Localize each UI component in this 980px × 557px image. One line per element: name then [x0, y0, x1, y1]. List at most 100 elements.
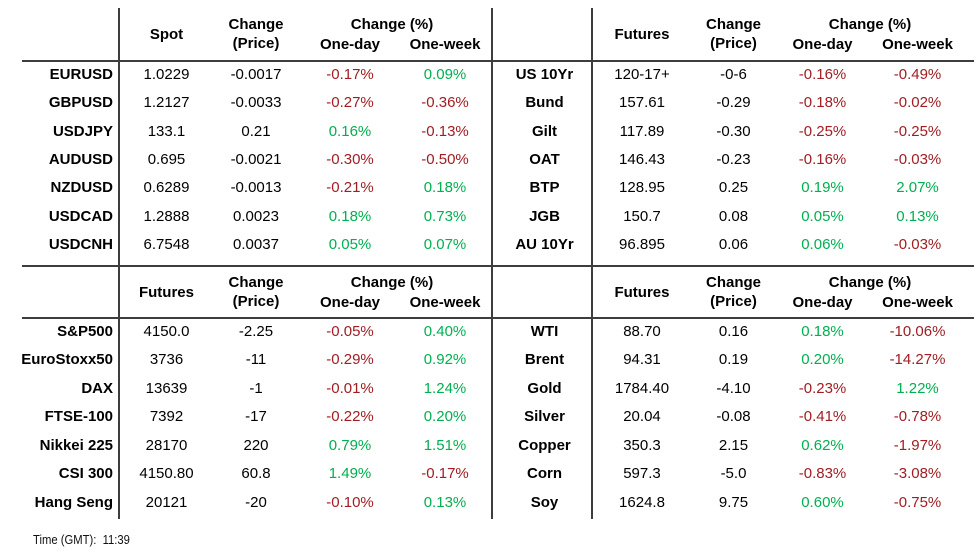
instrument-label: BTP	[529, 179, 560, 197]
instrument-label: DAX	[81, 379, 113, 397]
price-cell: 1.2127	[143, 94, 190, 112]
corner-spacer	[497, 8, 592, 60]
change-price-cell: -0.29	[716, 94, 751, 112]
instrument-label: S&P500	[57, 322, 113, 340]
one-day-pct-cell: 0.18%	[328, 207, 372, 225]
one-day-pct-cell: -0.05%	[326, 322, 374, 340]
one-week-pct-cell: -0.03%	[893, 236, 942, 254]
timestamp-value: 11:39	[102, 533, 130, 547]
one-week-pct-cell: 0.92%	[423, 351, 467, 369]
price-cell: 20121	[145, 493, 188, 511]
one-week-pct-cell: 2.07%	[896, 179, 939, 197]
instrument-label: Brent	[524, 351, 565, 369]
instrument-label: AUDUSD	[48, 151, 113, 169]
one-week-pct-cell: 0.73%	[423, 207, 467, 225]
one-week-pct-cell: 1.24%	[423, 379, 467, 397]
price-cell: 120-17+	[614, 65, 670, 83]
instrument-label: Gilt	[532, 122, 557, 140]
one-day-pct-cell: -0.17%	[326, 65, 374, 83]
price-cell: 13639	[145, 379, 188, 397]
one-week-pct-cell: -0.17%	[421, 465, 469, 483]
price-cell: 0.6289	[143, 179, 190, 197]
one-week-pct-cell: -1.97%	[893, 436, 942, 454]
change-price-header-line1: Change	[705, 16, 761, 33]
instrument-label: Nikkei 225	[39, 436, 113, 454]
one-week-pct-cell: 1.22%	[896, 379, 939, 397]
one-day-pct-cell: 0.79%	[328, 436, 372, 454]
one-week-pct-cell: 0.09%	[423, 65, 467, 83]
instrument-label: Bund	[525, 94, 564, 112]
change-price-cell: 60.8	[241, 465, 271, 483]
one-day-pct-cell: -0.10%	[326, 493, 374, 511]
equity-index-futures-table: Futures Change (Price) Change (%) One-da…	[0, 267, 487, 517]
one-week-pct-cell: -14.27%	[889, 351, 946, 369]
one-week-pct-cell: 0.18%	[423, 179, 467, 197]
instrument-label: EURUSD	[49, 65, 113, 83]
price-cell: 128.95	[619, 179, 665, 197]
change-price-cell: -0.08	[716, 408, 751, 426]
one-day-pct-cell: -0.18%	[798, 94, 847, 112]
instrument-label: FTSE-100	[44, 408, 113, 426]
one-day-pct-cell: 0.60%	[801, 493, 844, 511]
one-day-pct-cell: -0.25%	[798, 122, 847, 140]
change-price-cell: 0.08	[718, 207, 749, 225]
one-day-column-header: One-day	[319, 294, 380, 311]
price-cell: 20.04	[623, 408, 661, 426]
one-day-pct-cell: -0.41%	[798, 408, 847, 426]
price-cell: 1784.40	[614, 379, 670, 397]
instrument-label: USDCAD	[48, 207, 113, 225]
one-day-pct-cell: 0.62%	[801, 436, 844, 454]
one-day-column-header: One-day	[319, 36, 380, 53]
change-price-header-line2: (Price)	[232, 293, 280, 310]
one-week-pct-cell: -0.13%	[421, 122, 469, 140]
price-cell: 4150.0	[143, 322, 190, 340]
one-week-column-header: One-week	[409, 294, 481, 311]
one-week-pct-cell: 1.51%	[423, 436, 467, 454]
change-price-header-line1: Change	[228, 16, 284, 33]
price-cell: 146.43	[619, 151, 665, 169]
one-day-column-header: One-day	[792, 36, 853, 53]
change-price-cell: -0.0017	[230, 65, 282, 83]
one-day-pct-cell: -0.01%	[326, 379, 374, 397]
change-price-cell: -11	[245, 351, 267, 369]
price-cell: 1624.8	[619, 493, 665, 511]
instrument-label: AU 10Yr	[515, 236, 574, 254]
corner-spacer	[0, 8, 118, 60]
timestamp-label: Time (GMT):	[33, 533, 97, 547]
price-cell: 0.695	[147, 151, 186, 169]
instrument-label: Corn	[527, 465, 562, 483]
change-price-cell: -17	[245, 408, 267, 426]
change-price-cell: -2.25	[238, 322, 274, 340]
price-cell: 597.3	[623, 465, 661, 483]
price-cell: 117.89	[619, 122, 665, 140]
price-cell: 4150.80	[139, 465, 194, 483]
change-price-header-line2: (Price)	[232, 35, 280, 52]
one-day-column-header: One-day	[792, 294, 853, 311]
price-cell: 1.0229	[143, 65, 190, 83]
one-week-pct-cell: 0.13%	[896, 207, 939, 225]
change-price-cell: -0.0021	[230, 151, 282, 169]
price-cell: 28170	[145, 436, 188, 454]
bottom-header-rule	[22, 317, 974, 319]
change-price-cell: -5.0	[720, 465, 747, 483]
one-day-pct-cell: -0.16%	[798, 65, 847, 83]
change-price-cell: 0.25	[718, 179, 749, 197]
instrument-label: EuroStoxx50	[21, 351, 113, 369]
commodity-futures-table: Futures Change (Price) Change (%) One-da…	[497, 267, 965, 517]
change-price-header-line1: Change	[705, 274, 761, 291]
change-price-cell: 0.06	[718, 236, 749, 254]
price-cell: 88.70	[623, 322, 661, 340]
change-price-cell: 2.15	[718, 436, 749, 454]
futures-column-header: Futures	[614, 25, 670, 43]
instrument-label: JGB	[529, 207, 560, 225]
price-cell: 3736	[149, 351, 184, 369]
price-cell: 7392	[149, 408, 184, 426]
change-price-header-line2: (Price)	[710, 293, 757, 310]
one-week-pct-cell: 0.40%	[423, 322, 467, 340]
price-cell: 94.31	[623, 351, 661, 369]
one-day-pct-cell: 0.20%	[801, 351, 844, 369]
change-price-cell: -0-6	[720, 65, 747, 83]
one-week-pct-cell: -0.25%	[893, 122, 942, 140]
instrument-label: Gold	[527, 379, 562, 397]
